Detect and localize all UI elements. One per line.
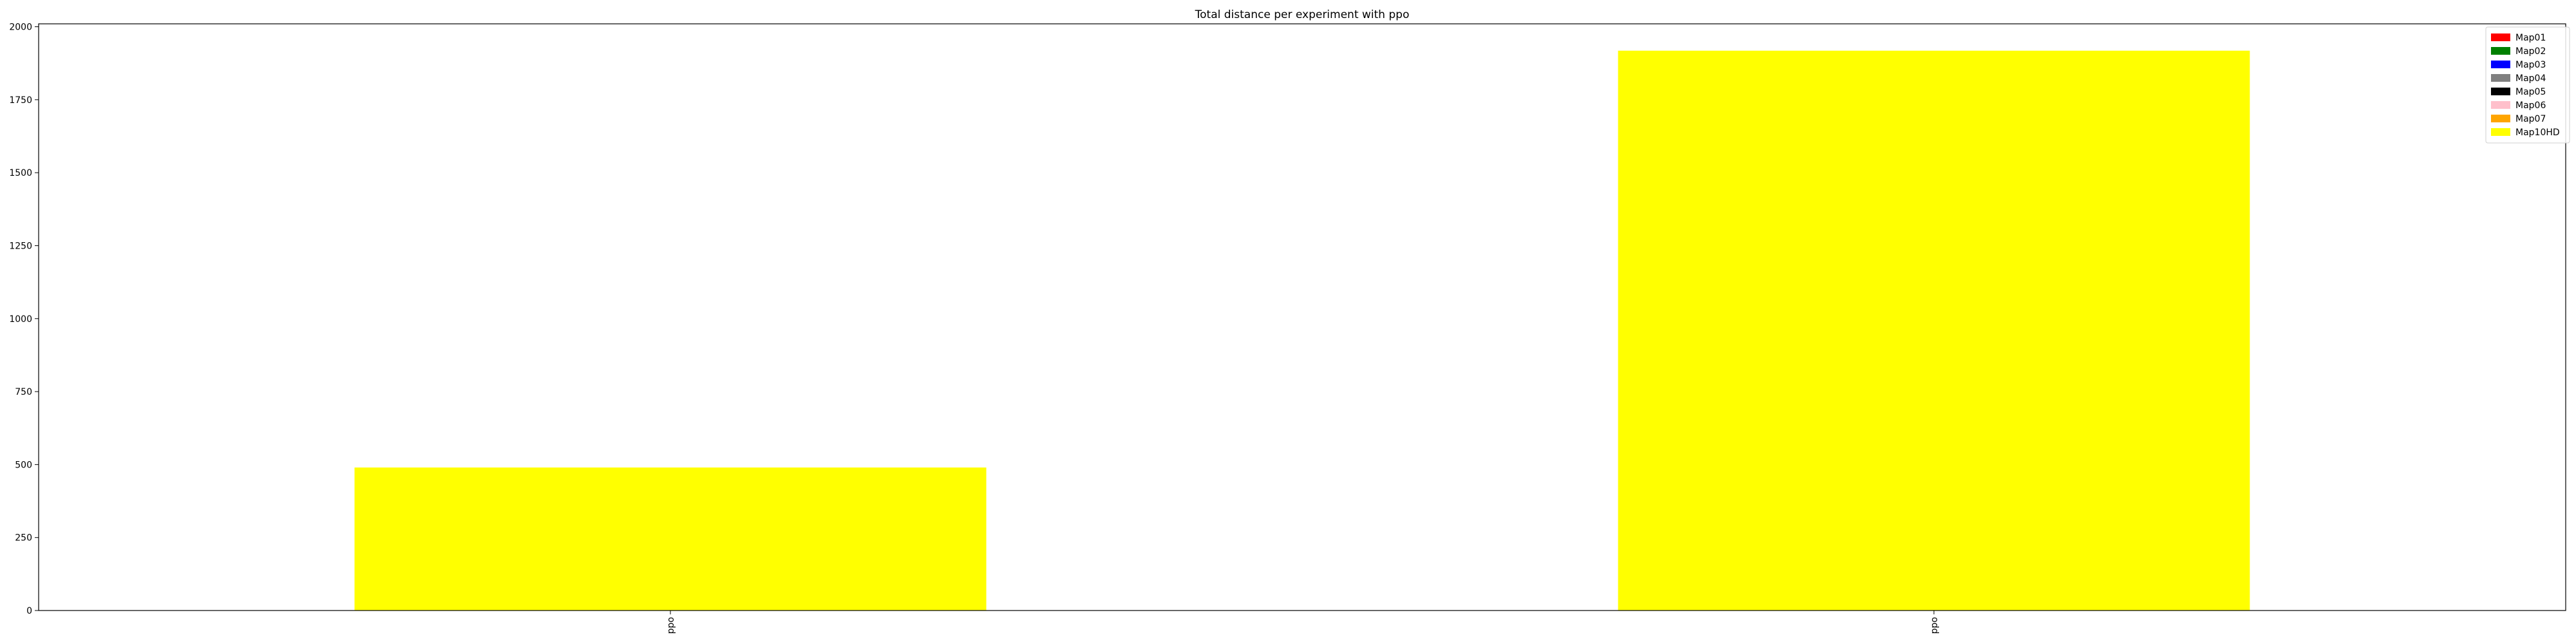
y-tick-label: 250 — [15, 533, 32, 544]
y-tick-label: 500 — [15, 460, 32, 470]
y-tick-label: 750 — [15, 387, 32, 397]
legend-swatch-map04 — [2491, 74, 2510, 82]
legend-label-map10hd: Map10HD — [2515, 128, 2560, 138]
legend-label-map02: Map02 — [2515, 46, 2546, 57]
legend-swatch-map06 — [2491, 101, 2510, 109]
legend-swatch-map05 — [2491, 88, 2510, 95]
legend-label-map03: Map03 — [2515, 60, 2546, 70]
bars-group — [354, 50, 2250, 611]
bar-map10hd-2 — [1618, 50, 2250, 611]
plot-frame — [38, 23, 2566, 611]
y-tick-label: 1250 — [9, 241, 32, 251]
legend-swatch-map01 — [2491, 33, 2510, 41]
legend-swatch-map03 — [2491, 61, 2510, 68]
x-tick-label: ppo — [666, 617, 676, 634]
legend-label-map05: Map05 — [2515, 87, 2546, 97]
y-axis: 0 250 500 750 1000 1250 1500 1750 2000 — [9, 23, 39, 616]
y-tick-label: 1750 — [9, 95, 32, 106]
y-tick-label: 1500 — [9, 168, 32, 178]
legend-box — [2485, 26, 2570, 144]
legend-label-map01: Map01 — [2515, 33, 2546, 43]
legend-label-map04: Map04 — [2515, 73, 2546, 84]
legend-swatch-map07 — [2491, 115, 2510, 122]
legend-label-map07: Map07 — [2515, 114, 2546, 124]
chart-title: Total distance per experiment with ppo — [1195, 8, 1410, 21]
bar-map10hd-1 — [354, 467, 987, 611]
y-tick-label: 0 — [26, 606, 32, 616]
legend-swatch-map02 — [2491, 47, 2510, 55]
legend: Map01 Map02 Map03 Map04 Map05 Map06 Map07 Map10… — [2485, 26, 2570, 144]
y-tick-label: 1000 — [9, 314, 32, 325]
legend-swatch-map10hd — [2491, 128, 2510, 136]
legend-label-map06: Map06 — [2515, 100, 2546, 111]
x-axis: ppo ppo — [666, 611, 1940, 634]
y-tick-label: 2000 — [9, 23, 32, 33]
x-tick-label: ppo — [1929, 617, 1940, 634]
